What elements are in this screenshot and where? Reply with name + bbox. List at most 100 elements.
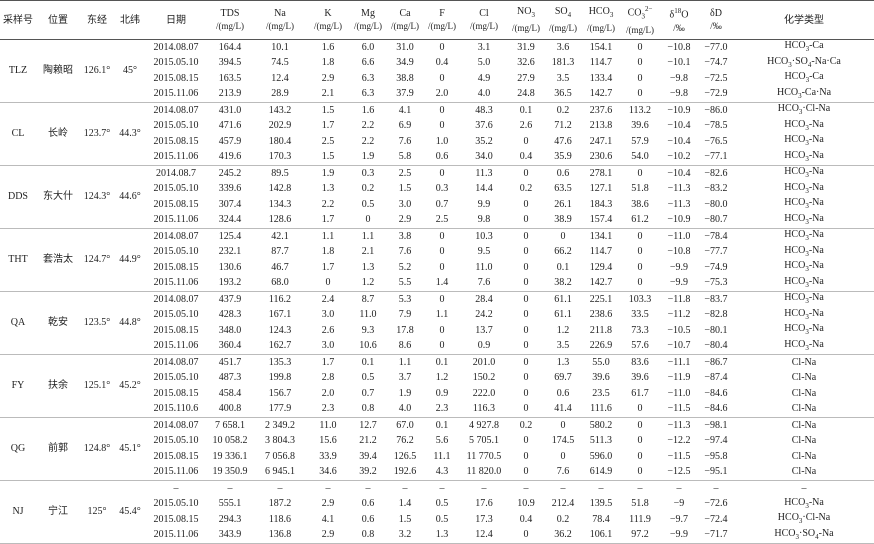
value-cell: 192.6 bbox=[386, 464, 424, 481]
value-cell: 39.6 bbox=[592, 372, 610, 384]
chem-type-cell: HCO3-Na bbox=[734, 212, 874, 229]
value-cell: – bbox=[637, 482, 643, 494]
value-cell: 156.7 bbox=[268, 387, 292, 399]
value-cell: 113.2 bbox=[628, 104, 652, 116]
chem-type-cell: HCO3·SO4-Na·Ca bbox=[767, 55, 841, 69]
value-cell: 0.1 bbox=[435, 356, 449, 368]
header-name: 采样号 bbox=[3, 14, 33, 26]
value-cell: 162.7 bbox=[254, 338, 306, 355]
table-row: 2015.08.15 307.4 134.3 2.2 0.5 3.0 0.7 9.9 0 26.1… bbox=[0, 197, 874, 213]
value-cell: 0 bbox=[620, 401, 660, 418]
value-cell: 2.9 bbox=[321, 72, 335, 84]
value-cell: 1.5 bbox=[398, 513, 412, 525]
value-cell: 511.3 bbox=[589, 435, 613, 447]
value-cell: 0.9 bbox=[460, 338, 508, 355]
value-cell: 5.3 bbox=[398, 293, 412, 305]
header-sub: 3 bbox=[609, 11, 614, 19]
value-cell: 28.4 bbox=[475, 293, 493, 305]
value-cell: 0 bbox=[424, 338, 460, 355]
value-cell: 73.3 bbox=[631, 324, 649, 336]
value-cell: 0 bbox=[508, 275, 544, 292]
value-cell: 0.1 bbox=[556, 261, 570, 273]
value-cell: 1.1 bbox=[435, 309, 449, 321]
value-cell: 1.7 bbox=[306, 212, 350, 229]
table-row: QG 前郭 124.8° 45.1° 2014.08.07 7 658.1 2 349.2 1… bbox=[0, 417, 874, 481]
value-cell: 31.0 bbox=[396, 41, 414, 53]
site-location: 长岭 bbox=[36, 102, 80, 166]
table-row: 2015.05.10 471.6 202.9 1.7 2.2 6.9 0 37.6 2.6 71.… bbox=[0, 119, 874, 135]
chem-type-cell: HCO3·Cl-Na bbox=[777, 512, 831, 526]
date-cell: 2014.08.07 bbox=[153, 230, 199, 242]
value-cell: 451.7 bbox=[218, 356, 242, 368]
value-cell: 213.8 bbox=[589, 120, 613, 132]
chem-type-cell: HCO3-Na bbox=[784, 181, 824, 195]
value-cell: 199.8 bbox=[268, 372, 292, 384]
column-header: Na /(mg/L) bbox=[254, 0, 306, 40]
header-name: O bbox=[681, 9, 689, 21]
column-header: δD /‰ bbox=[698, 0, 734, 40]
value-cell: 0.6 bbox=[361, 498, 375, 510]
value-cell: 33.9 bbox=[319, 450, 337, 462]
value-cell: 457.9 bbox=[218, 135, 242, 147]
value-cell: 11.0 bbox=[319, 419, 337, 431]
value-cell: 0.2 bbox=[519, 183, 533, 195]
value-cell: 47.6 bbox=[554, 135, 572, 147]
column-header: 北纬 bbox=[114, 0, 146, 40]
value-cell: 34.0 bbox=[460, 149, 508, 166]
value-cell: 130.6 bbox=[218, 261, 242, 273]
value-cell: 2 349.2 bbox=[265, 419, 295, 431]
value-cell: −72.4 bbox=[704, 513, 728, 525]
value-cell: 428.3 bbox=[218, 309, 242, 321]
value-cell: 6.3 bbox=[361, 72, 375, 84]
table-row: 2015.08.15 294.3 118.6 4.1 0.6 1.5 0.5 17.3 0.4 0… bbox=[0, 512, 874, 528]
site-lat: 44.3° bbox=[114, 102, 146, 166]
header-unit: /(mg/L) bbox=[391, 21, 419, 31]
site-lon: 124.3° bbox=[80, 165, 114, 229]
value-cell: 0 bbox=[439, 246, 445, 258]
value-cell: 1.0 bbox=[435, 135, 449, 147]
header-unit: /(mg/L) bbox=[216, 21, 244, 31]
site-id: QG bbox=[0, 417, 36, 481]
value-cell: 1.2 bbox=[435, 372, 449, 384]
value-cell: 0.8 bbox=[350, 527, 386, 544]
value-cell: 0 bbox=[637, 450, 643, 462]
header-sub: 3 bbox=[531, 11, 535, 19]
value-cell: 17.3 bbox=[475, 513, 493, 525]
value-cell: 3 804.3 bbox=[265, 435, 295, 447]
header-unit: /(mg/L) bbox=[314, 21, 342, 31]
value-cell: 3.0 bbox=[306, 338, 350, 355]
site-id: TLZ bbox=[0, 39, 36, 103]
value-cell: 170.3 bbox=[254, 149, 306, 166]
header-sup: 18 bbox=[674, 7, 682, 16]
header-unit: /‰ bbox=[710, 21, 722, 31]
date-cell: 2015.08.15 bbox=[153, 72, 199, 84]
value-cell: 6 945.1 bbox=[254, 464, 306, 481]
date-cell: 2015.05.10 bbox=[153, 246, 199, 258]
value-cell: 237.6 bbox=[589, 104, 613, 116]
value-cell: 0.6 bbox=[424, 149, 460, 166]
value-cell: 1.8 bbox=[321, 57, 335, 69]
value-cell: 278.1 bbox=[589, 167, 613, 179]
value-cell: 4.3 bbox=[424, 464, 460, 481]
value-cell: 2.4 bbox=[321, 293, 335, 305]
header-name: Cl bbox=[479, 8, 489, 19]
value-cell: 36.5 bbox=[544, 86, 582, 103]
value-cell: 68.0 bbox=[254, 275, 306, 292]
value-cell: −76.5 bbox=[704, 135, 728, 147]
value-cell: −11.5 bbox=[667, 450, 691, 462]
date-cell: 2015.05.10 bbox=[153, 435, 199, 447]
value-cell: 3.5 bbox=[556, 72, 570, 84]
table-row: 2015.05.10 394.5 74.5 1.8 6.6 34.9 0.4 5.0 32.6 1… bbox=[0, 56, 874, 72]
value-cell: 7.9 bbox=[398, 309, 412, 321]
value-cell: 51.8 bbox=[631, 183, 649, 195]
value-cell: – bbox=[365, 482, 371, 494]
value-cell: 0 bbox=[523, 261, 529, 273]
column-header: F /(mg/L) bbox=[424, 0, 460, 40]
value-cell: 11.1 bbox=[433, 450, 451, 462]
value-cell: −87.4 bbox=[704, 372, 728, 384]
value-cell: 1.2 bbox=[556, 324, 570, 336]
date-cell: 2015.08.15 bbox=[153, 261, 199, 273]
value-cell: 0 bbox=[523, 435, 529, 447]
header-name: TDS bbox=[220, 8, 240, 19]
